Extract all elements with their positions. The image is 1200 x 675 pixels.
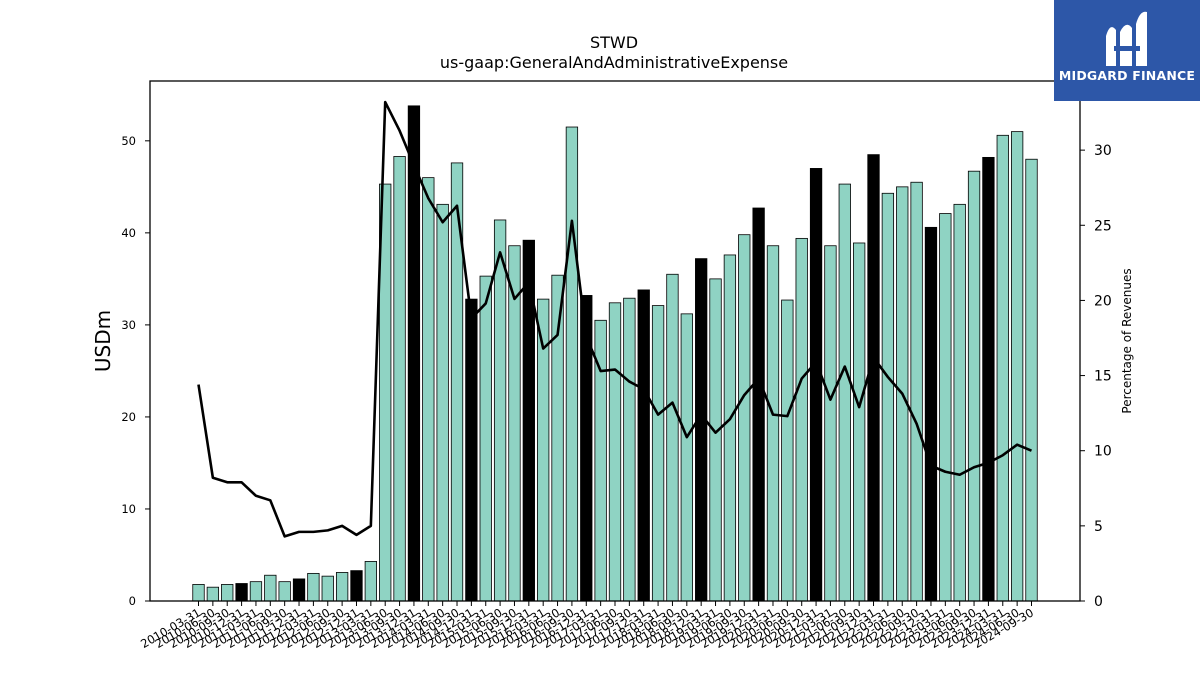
- bar: [809, 168, 823, 602]
- bar: [982, 156, 995, 602]
- bar: [206, 586, 220, 602]
- y2-tick-label: 20: [1094, 293, 1112, 309]
- y-axis-label: USDm: [91, 310, 115, 372]
- bar: [436, 203, 449, 602]
- bar: [307, 572, 320, 602]
- bar: [752, 207, 765, 602]
- y2-ticks-group: 0 5 10 15 20 25 30: [1080, 143, 1112, 610]
- bar: [967, 170, 981, 602]
- y-tick-label: 20: [121, 410, 136, 424]
- bar: [651, 305, 665, 602]
- bar: [321, 575, 334, 602]
- bar: [738, 234, 751, 602]
- bar: [666, 273, 679, 602]
- y2-tick-label: 15: [1094, 369, 1112, 385]
- bar: [781, 299, 794, 602]
- bar: [551, 274, 564, 602]
- y2-axis-label: Percentage of Revenues: [1120, 268, 1134, 413]
- bar: [939, 213, 952, 602]
- bar: [221, 584, 234, 602]
- bar: [824, 245, 837, 602]
- bar: [364, 561, 377, 602]
- bars-group: [192, 105, 1038, 602]
- brand-logo: MIDGARD FINANCE: [1054, 0, 1200, 101]
- bar: [680, 313, 693, 602]
- bar: [580, 295, 593, 602]
- bar: [565, 126, 579, 602]
- bar: [766, 245, 780, 602]
- bar: [910, 181, 923, 602]
- bar: [723, 254, 737, 602]
- logo-icon: [1106, 11, 1147, 66]
- bar: [608, 302, 622, 602]
- bar: [422, 177, 435, 602]
- bar: [249, 581, 263, 602]
- y-tick-label: 10: [121, 502, 136, 516]
- bar: [235, 583, 248, 602]
- y2-tick-label: 0: [1094, 594, 1103, 610]
- bar: [278, 581, 291, 602]
- brand-name: MIDGARD FINANCE: [1058, 68, 1196, 83]
- bar: [795, 237, 808, 602]
- bar: [264, 574, 277, 602]
- bar: [479, 275, 492, 602]
- bar: [853, 242, 866, 602]
- bar: [867, 154, 880, 602]
- bar: [292, 578, 306, 602]
- bar: [637, 289, 650, 602]
- bar: [838, 183, 851, 602]
- chart-title: STWD: [590, 33, 638, 52]
- y2-tick-label: 30: [1094, 143, 1112, 159]
- chart-subtitle: us-gaap:GeneralAndAdministrativeExpense: [440, 53, 788, 72]
- bar: [695, 258, 708, 602]
- plot-frame: [149, 80, 1081, 602]
- bar: [493, 219, 507, 602]
- bar: [924, 226, 938, 602]
- y-tick-label: 30: [121, 318, 136, 332]
- bar: [407, 105, 421, 602]
- y-tick-label: 40: [121, 226, 136, 240]
- bar: [709, 278, 722, 602]
- y2-tick-label: 10: [1094, 444, 1112, 460]
- y2-tick-label: 25: [1094, 218, 1112, 234]
- bar: [996, 134, 1009, 602]
- bar: [522, 239, 535, 602]
- bar: [881, 192, 895, 602]
- y-tick-label: 0: [129, 594, 136, 608]
- x-ticks-group: 2010-03-312010-06-302010-09-302010-12-31…: [138, 601, 1036, 651]
- bar: [465, 298, 478, 602]
- bar: [1010, 131, 1024, 602]
- y-ticks-group: 0 10 20 30 40 50: [121, 134, 150, 608]
- bar: [1025, 158, 1038, 602]
- bar: [393, 156, 406, 602]
- bar: [623, 297, 636, 602]
- bar: [192, 584, 205, 602]
- y-tick-label: 50: [121, 134, 136, 148]
- y2-tick-label: 5: [1094, 519, 1103, 535]
- bar: [350, 570, 363, 602]
- percentage-line: [197, 100, 1033, 538]
- bar: [335, 572, 349, 602]
- bar: [953, 203, 966, 602]
